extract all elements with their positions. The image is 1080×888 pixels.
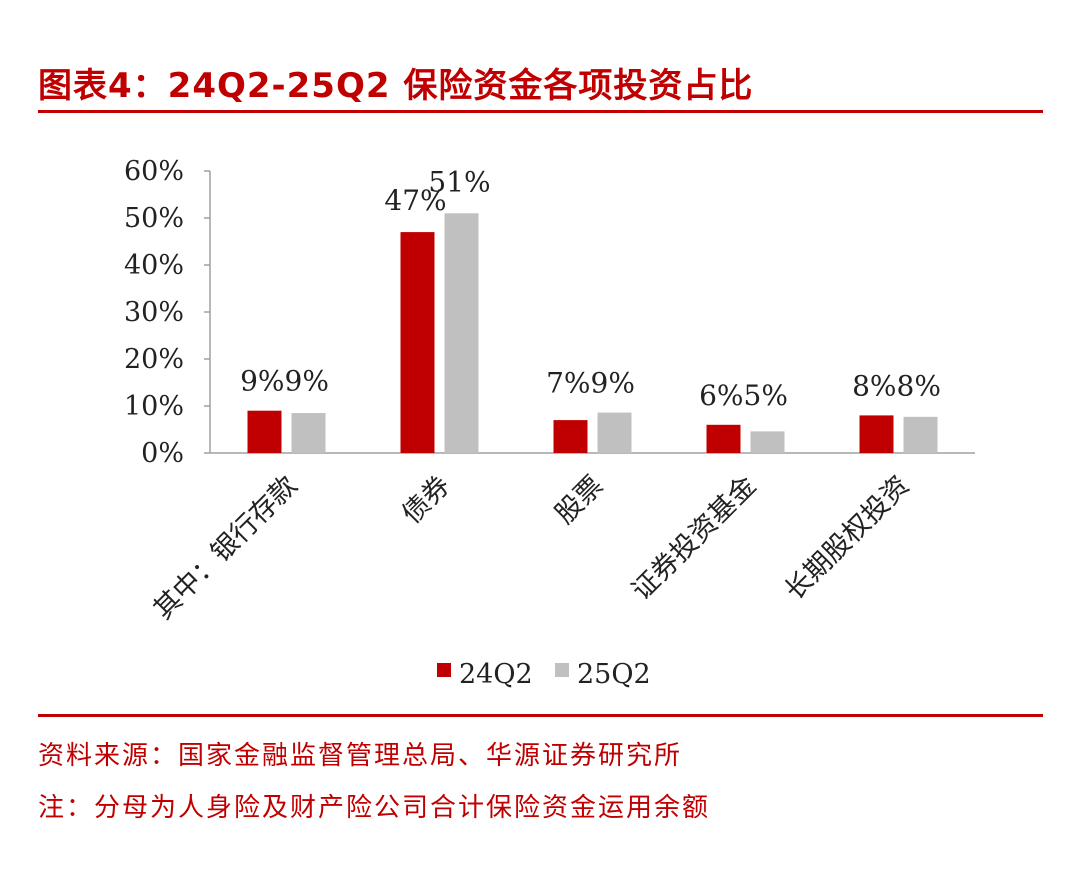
- y-tick-label: 10%: [124, 391, 184, 422]
- data-label-24Q2: 8%: [852, 369, 896, 402]
- category-label-4: 长期股权投资: [779, 470, 915, 606]
- category-label-1: 债券: [396, 470, 456, 530]
- y-axis: 0% 10% 20% 30% 40% 50% 60%: [124, 156, 211, 469]
- legend-swatch-25Q2: [555, 663, 569, 677]
- bars: [247, 213, 938, 453]
- data-labels: 9% 9%47%51%7% 9% 6% 5% 8% 8%: [240, 165, 941, 411]
- bar-24Q2-4: [859, 415, 894, 453]
- data-label-25Q2: 9%: [591, 367, 635, 400]
- data-label-25Q2: 5%: [744, 379, 788, 412]
- category-label-2: 股票: [549, 470, 609, 530]
- bar-24Q2-3: [706, 424, 741, 453]
- title-rule: [38, 110, 1043, 113]
- bar-25Q2-0: [291, 413, 326, 453]
- bar-24Q2-0: [247, 410, 282, 453]
- y-tick-label: 0%: [141, 438, 184, 469]
- data-label-24Q2: 6%: [699, 379, 743, 412]
- bar-24Q2-1: [400, 232, 435, 453]
- bar-25Q2-1: [444, 213, 479, 453]
- y-tick-label: 40%: [124, 250, 184, 281]
- bar-24Q2-2: [553, 420, 588, 453]
- data-label-25Q2: 51%: [428, 165, 490, 198]
- bar-25Q2-3: [750, 431, 785, 453]
- category-labels: 其中：银行存款 债券 股票 证券投资基金 长期股权投资: [148, 470, 916, 626]
- source-note: 资料来源：国家金融监督管理总局、华源证券研究所: [38, 741, 683, 771]
- chart-title: 图表4：24Q2-25Q2 保险资金各项投资占比: [38, 66, 754, 106]
- data-label-25Q2: 8%: [897, 369, 941, 402]
- data-label-24Q2: 47%: [384, 184, 446, 217]
- category-label-3: 证券投资基金: [626, 470, 762, 606]
- y-tick-label: 20%: [124, 344, 184, 375]
- footer-rule: [38, 714, 1043, 717]
- legend-label-24Q2: 24Q2: [459, 659, 533, 690]
- y-tick-label: 30%: [124, 297, 184, 328]
- legend: 24Q2 25Q2: [437, 659, 651, 690]
- legend-label-25Q2: 25Q2: [577, 659, 651, 690]
- y-tick-label: 50%: [124, 203, 184, 234]
- y-tick-label: 60%: [124, 156, 184, 187]
- data-label-24Q2: 7%: [546, 367, 590, 400]
- category-label-0: 其中：银行存款: [148, 470, 304, 626]
- legend-swatch-24Q2: [437, 663, 451, 677]
- data-label-24Q2: 9%: [240, 365, 284, 398]
- footnote: 注：分母为人身险及财产险公司合计保险资金运用余额: [38, 793, 711, 823]
- bar-25Q2-4: [903, 416, 938, 453]
- data-label-25Q2: 9%: [285, 365, 329, 398]
- bar-chart: 0%10%20%30%40%50%60% 9% 9%47%51%7% 9% 6% 5% 8…: [124, 156, 975, 690]
- bar-25Q2-2: [597, 412, 632, 453]
